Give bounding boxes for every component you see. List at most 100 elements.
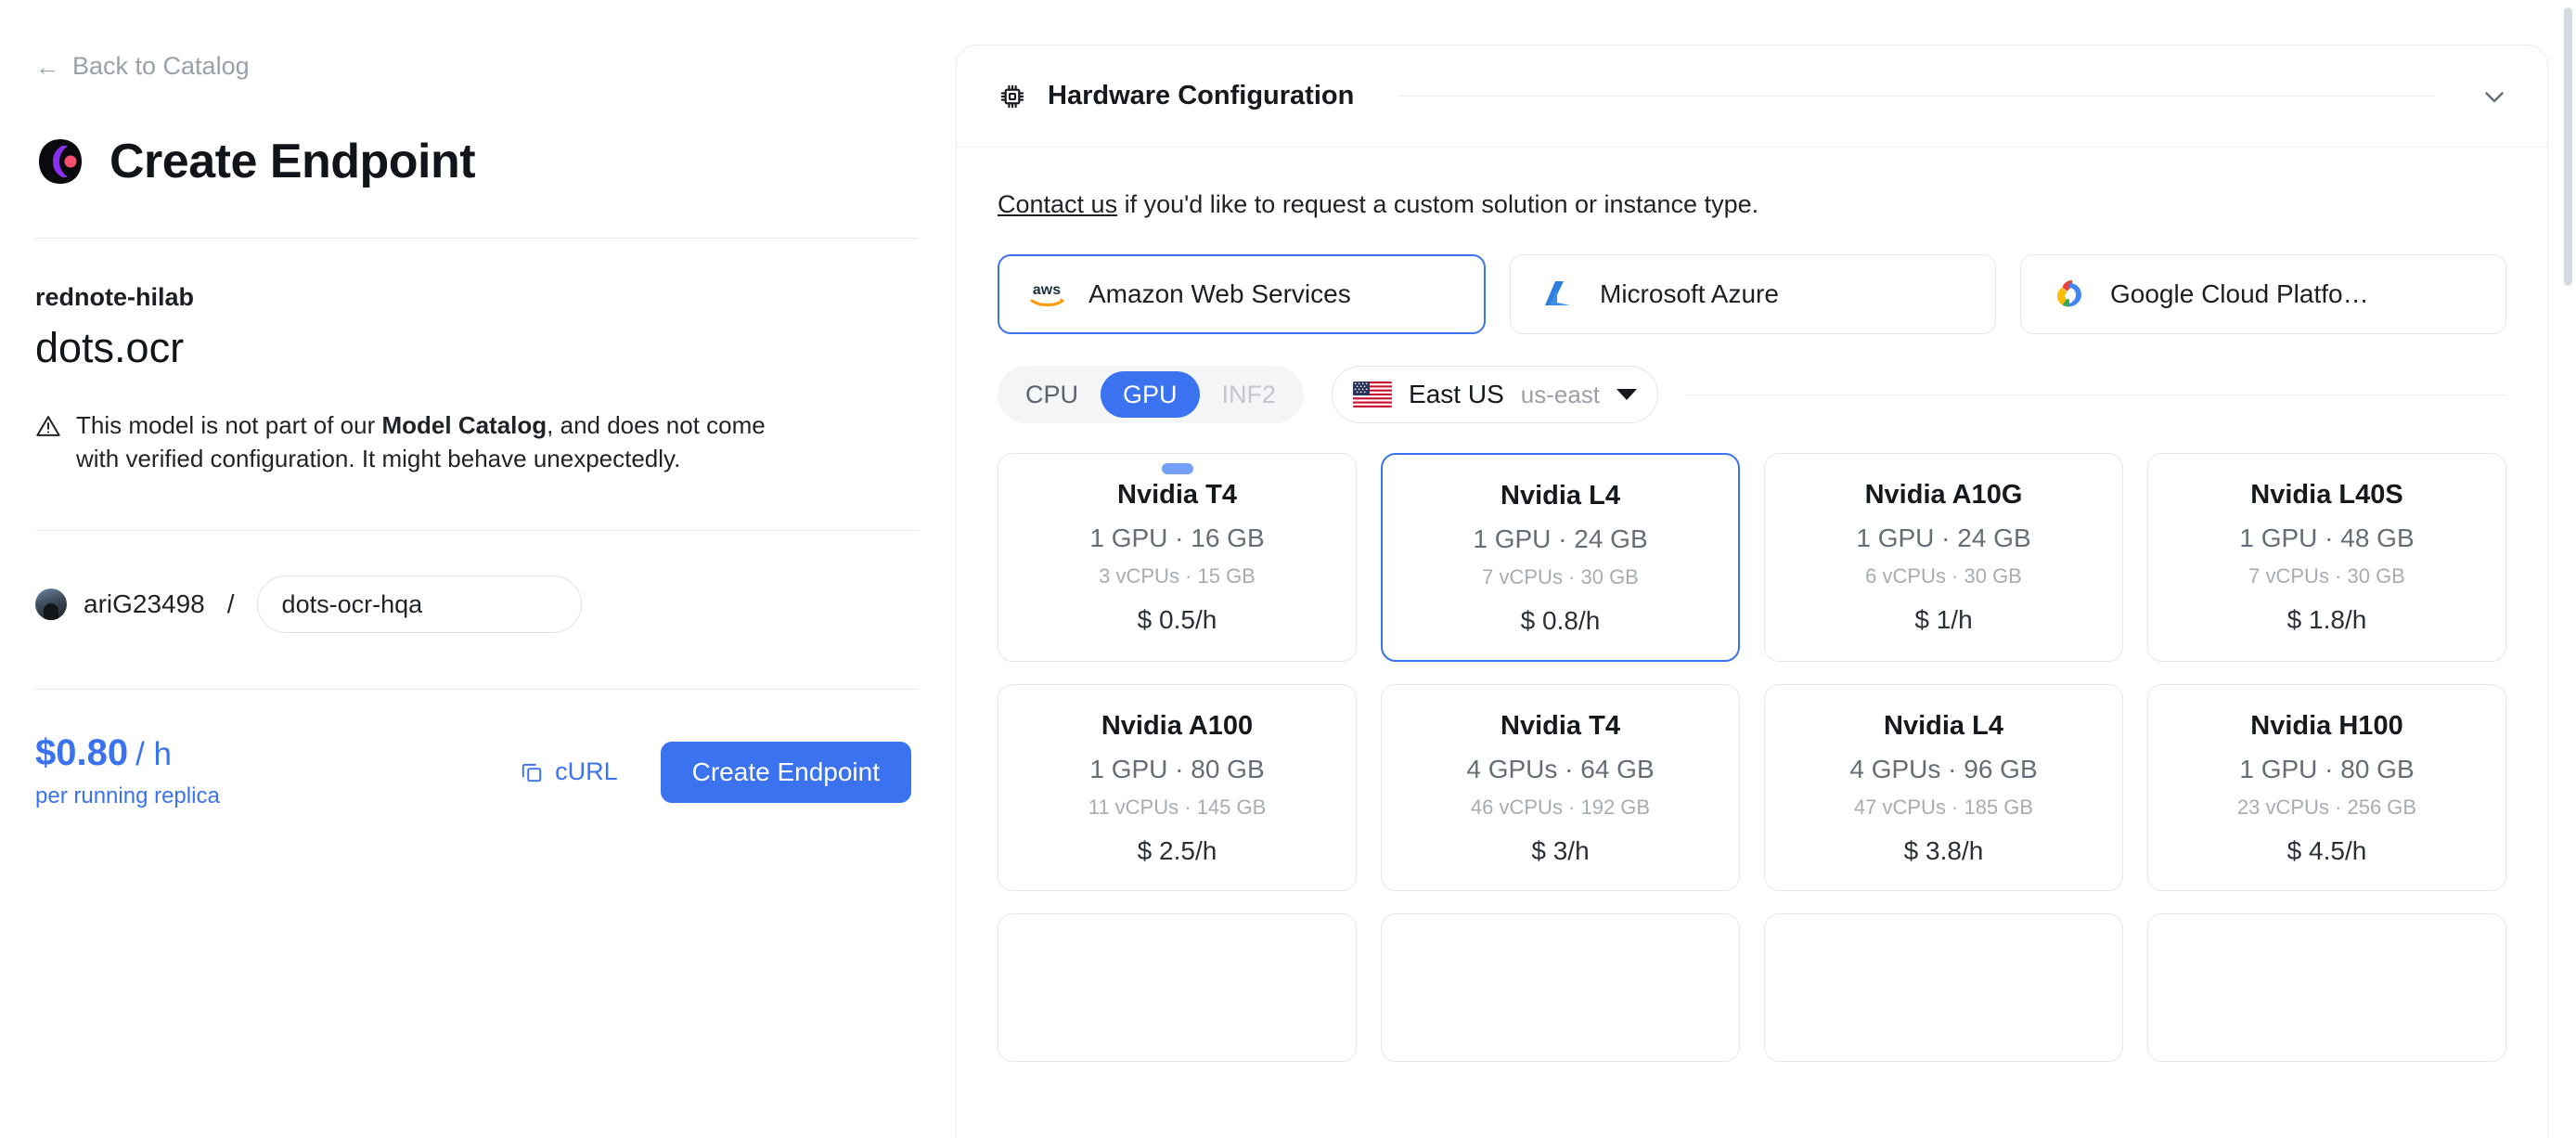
instance-card[interactable]: Nvidia T4 1 GPU · 16 GB 3 vCPUs · 15 GB … [998,453,1357,662]
model-name: dots.ocr [35,324,185,371]
price-unit: / h [135,736,173,773]
instance-specs: 1 GPU · 80 GB [2239,755,2415,783]
instance-card[interactable]: Nvidia L40S 1 GPU · 48 GB 7 vCPUs · 30 G… [2147,453,2506,662]
instance-specs: 4 GPUs · 64 GB [1466,755,1655,783]
instance-price: $ 4.5/h [2286,836,2367,865]
model-org-name: rednote-hilab [35,283,195,311]
scrollbar-thumb[interactable] [2564,7,2572,286]
page-scrollbar[interactable] [2564,0,2572,1138]
warning-triangle-icon [35,413,61,477]
instance-specs: 1 GPU · 48 GB [2239,524,2415,552]
price-line: $0.80 / h [35,734,220,771]
instance-card[interactable]: Nvidia H100 1 GPU · 80 GB 23 vCPUs · 256… [2147,684,2506,891]
curl-button[interactable]: cURL [520,757,618,786]
instance-grid: Nvidia T4 1 GPU · 16 GB 3 vCPUs · 15 GB … [998,453,2506,1062]
cloud-vendor-selector: aws Amazon Web Services [998,254,2506,334]
back-to-catalog-link[interactable]: ← Back to Catalog [35,54,250,79]
warning-text: This model is not part of our Model Cata… [76,408,787,477]
accelerator-option-gpu[interactable]: GPU [1101,371,1200,418]
instance-card[interactable]: Nvidia A10G 1 GPU · 24 GB 6 vCPUs · 30 G… [1764,453,2123,662]
warning-text-strong: Model Catalog [381,410,547,439]
accelerator-option-inf2[interactable]: INF2 [1221,381,1277,408]
instance-card[interactable] [1764,913,2123,1062]
instance-sub-specs: 47 vCPUs · 185 GB [1853,795,2034,819]
vendor-card-azure[interactable]: Microsoft Azure [1510,254,1996,334]
contact-us-link[interactable]: Contact us [998,190,1118,218]
hardware-configuration-body: Contact us if you'd like to request a cu… [957,148,2547,1062]
pricing-footer: $0.80 / h per running replica cURL Creat… [35,734,919,809]
chevron-down-icon[interactable] [2479,81,2510,112]
arrow-left-icon: ← [35,52,59,81]
instance-sub-specs: 3 vCPUs · 15 GB [1099,564,1256,588]
accelerator-option-cpu[interactable]: CPU [1025,381,1079,408]
caret-down-icon [1616,389,1638,400]
curl-label: cURL [555,757,618,786]
region-code: us-east [1520,380,1601,408]
model-catalog-warning: This model is not part of our Model Cata… [35,408,787,477]
header-rule [1398,96,2434,97]
warning-text-after: , and does not come with verified config… [76,410,766,473]
page-header: Create Endpoint [35,136,919,187]
hardware-configuration-panel: Hardware Configuration Contact us if you… [956,45,2548,1138]
endpoint-name-row: ariG23498 / [35,575,919,634]
warning-text-before: This model is not part of our [76,410,382,439]
instance-specs: 1 GPU · 24 GB [1473,524,1648,553]
recommended-badge [1161,463,1193,474]
vendor-label-gcp: Google Cloud Platfo… [2110,279,2369,308]
svg-text:aws: aws [1033,282,1061,298]
hardware-configuration-header[interactable]: Hardware Configuration [957,45,2547,148]
instance-card[interactable] [998,913,1357,1062]
instance-specs: 1 GPU · 80 GB [1089,755,1265,783]
warning-divider [35,530,919,532]
contact-us-rest: if you'd like to request a custom soluti… [1117,190,1759,218]
instance-name: Nvidia L4 [1501,481,1620,511]
create-endpoint-button[interactable]: Create Endpoint [660,741,911,803]
region-select[interactable]: East US us-east [1332,366,1659,423]
path-separator: / [226,589,235,619]
endpoint-name-input[interactable] [256,575,582,634]
instance-card[interactable] [1381,913,1740,1062]
instance-name: Nvidia H100 [2250,711,2403,741]
vendor-card-aws[interactable]: aws Amazon Web Services [998,254,1486,334]
price-subtitle: per running replica [35,783,220,809]
instance-specs: 1 GPU · 24 GB [1856,524,2031,552]
instance-price: $ 3.8/h [1903,836,1984,865]
owner-name: ariG23498 [84,589,205,619]
instance-price: $ 3/h [1531,836,1590,865]
filter-rule [1686,394,2506,395]
instance-specs: 1 GPU · 16 GB [1089,524,1265,552]
page-title: Create Endpoint [109,135,476,188]
name-divider [35,689,919,691]
instance-card[interactable]: Nvidia T4 4 GPUs · 64 GB 46 vCPUs · 192 … [1381,684,1740,891]
azure-logo-icon [1537,276,1579,313]
instance-sub-specs: 23 vCPUs · 256 GB [2236,795,2417,819]
instance-sub-specs: 7 vCPUs · 30 GB [2248,564,2405,588]
instance-price: $ 1/h [1914,605,1973,634]
instance-name: Nvidia T4 [1501,711,1620,741]
instance-sub-specs: 6 vCPUs · 30 GB [1865,564,2022,588]
hardware-column: Hardware Configuration Contact us if you… [956,0,2576,1138]
dots-ocr-logo-icon [35,136,85,187]
vendor-label-azure: Microsoft Azure [1600,279,1779,308]
instance-name: Nvidia A10G [1864,480,2023,510]
instance-card[interactable]: Nvidia A100 1 GPU · 80 GB 11 vCPUs · 145… [998,684,1357,891]
instance-sub-specs: 11 vCPUs · 145 GB [1088,795,1267,819]
endpoint-summary-column: ← Back to Catalog Create Endpoint rednot… [0,0,956,1138]
instance-card[interactable]: Nvidia L4 1 GPU · 24 GB 7 vCPUs · 30 GB … [1381,453,1740,662]
instance-price: $ 2.5/h [1137,836,1217,865]
instance-name: Nvidia T4 [1117,480,1237,510]
price-block: $0.80 / h per running replica [35,734,220,809]
vendor-label-aws: Amazon Web Services [1088,279,1351,308]
instance-price: $ 1.8/h [2286,605,2367,634]
vendor-card-gcp[interactable]: Google Cloud Platfo… [2020,254,2506,334]
instance-price: $ 0.5/h [1137,605,1217,634]
accelerator-type-toggle: CPU GPU INF2 [998,366,1305,423]
header-divider [35,238,919,239]
instance-specs: 4 GPUs · 96 GB [1849,755,2038,783]
cpu-chip-icon [998,82,1027,111]
instance-card[interactable]: Nvidia L4 4 GPUs · 96 GB 47 vCPUs · 185 … [1764,684,2123,891]
instance-card[interactable] [2147,913,2506,1062]
aws-logo-icon: aws [1025,276,1068,313]
contact-us-line: Contact us if you'd like to request a cu… [998,190,2506,219]
